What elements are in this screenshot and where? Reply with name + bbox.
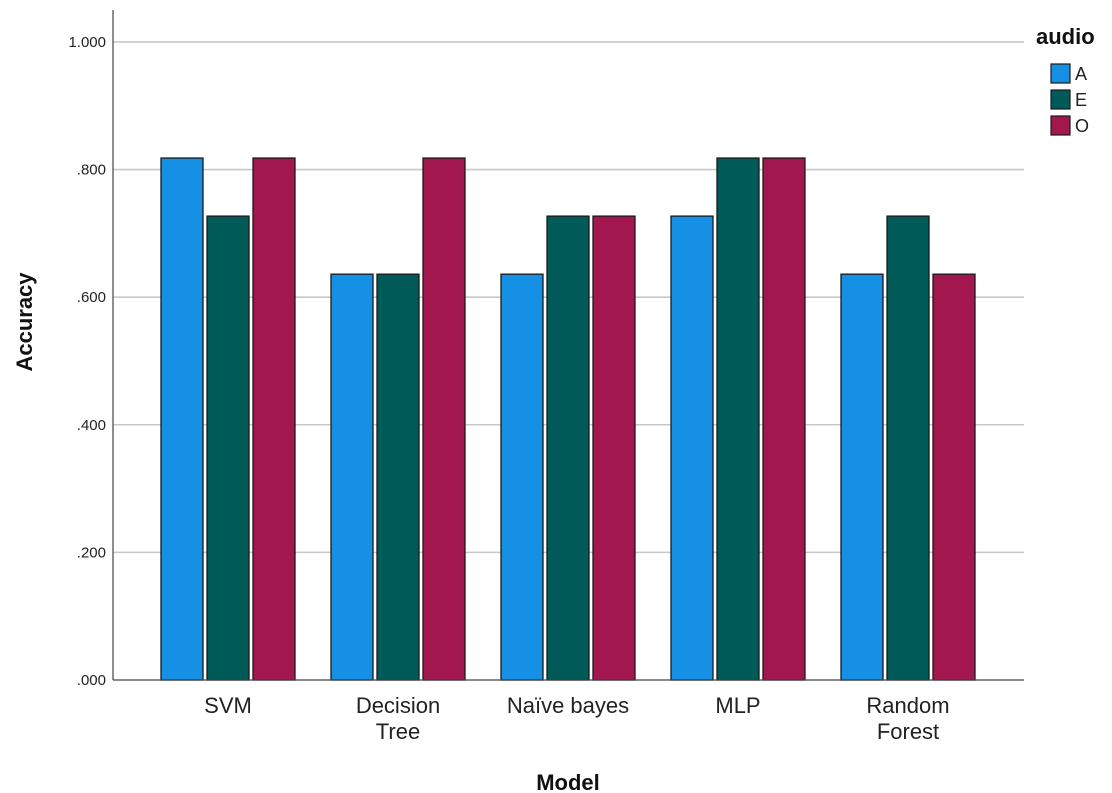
bar-O <box>762 157 806 681</box>
bar-O <box>252 157 296 681</box>
axes <box>112 10 1024 681</box>
legend-label-E: E <box>1075 90 1087 110</box>
bar-O <box>592 215 636 681</box>
bar-O <box>932 273 976 681</box>
bar-O <box>422 157 466 681</box>
legend-swatch-O <box>1050 115 1071 136</box>
x-tick-label: Decision Tree <box>356 693 440 744</box>
x-tick-label: Random Forest <box>866 693 949 744</box>
y-tick-label: .400 <box>77 417 106 434</box>
bar-E <box>206 215 250 681</box>
bar-A <box>500 273 544 681</box>
y-axis-title: Accuracy <box>12 272 37 372</box>
bar-A <box>160 157 204 681</box>
x-tick-labels: SVM Decision Tree Naïve bayes MLP Random Fores… <box>204 693 949 744</box>
x-tick-label: SVM <box>204 693 252 718</box>
y-tick-labels: .000 .200 .400 .600 .800 1.000 <box>68 34 106 689</box>
x-tick-label: MLP <box>715 693 760 718</box>
bar-A <box>330 273 374 681</box>
legend-label-O: O <box>1075 116 1089 136</box>
legend: audio AEO <box>1036 24 1095 136</box>
bar-A <box>840 273 884 681</box>
y-tick-label: .000 <box>77 672 106 689</box>
y-tick-label: .600 <box>77 289 106 306</box>
x-tick-label: Naïve bayes <box>507 693 629 718</box>
legend-title: audio <box>1036 24 1095 49</box>
bar-E <box>376 273 420 681</box>
y-tick-label: .200 <box>77 544 106 561</box>
bars <box>160 157 976 681</box>
legend-swatch-A <box>1050 63 1071 84</box>
y-tick-label: 1.000 <box>68 34 106 51</box>
bar-E <box>546 215 590 681</box>
bar-E <box>886 215 930 681</box>
bar-E <box>716 157 760 681</box>
y-tick-label: .800 <box>77 162 106 179</box>
x-axis-title: Model <box>536 770 600 793</box>
bar-A <box>670 215 714 681</box>
legend-label-A: A <box>1075 64 1087 84</box>
legend-swatch-E <box>1050 89 1071 110</box>
